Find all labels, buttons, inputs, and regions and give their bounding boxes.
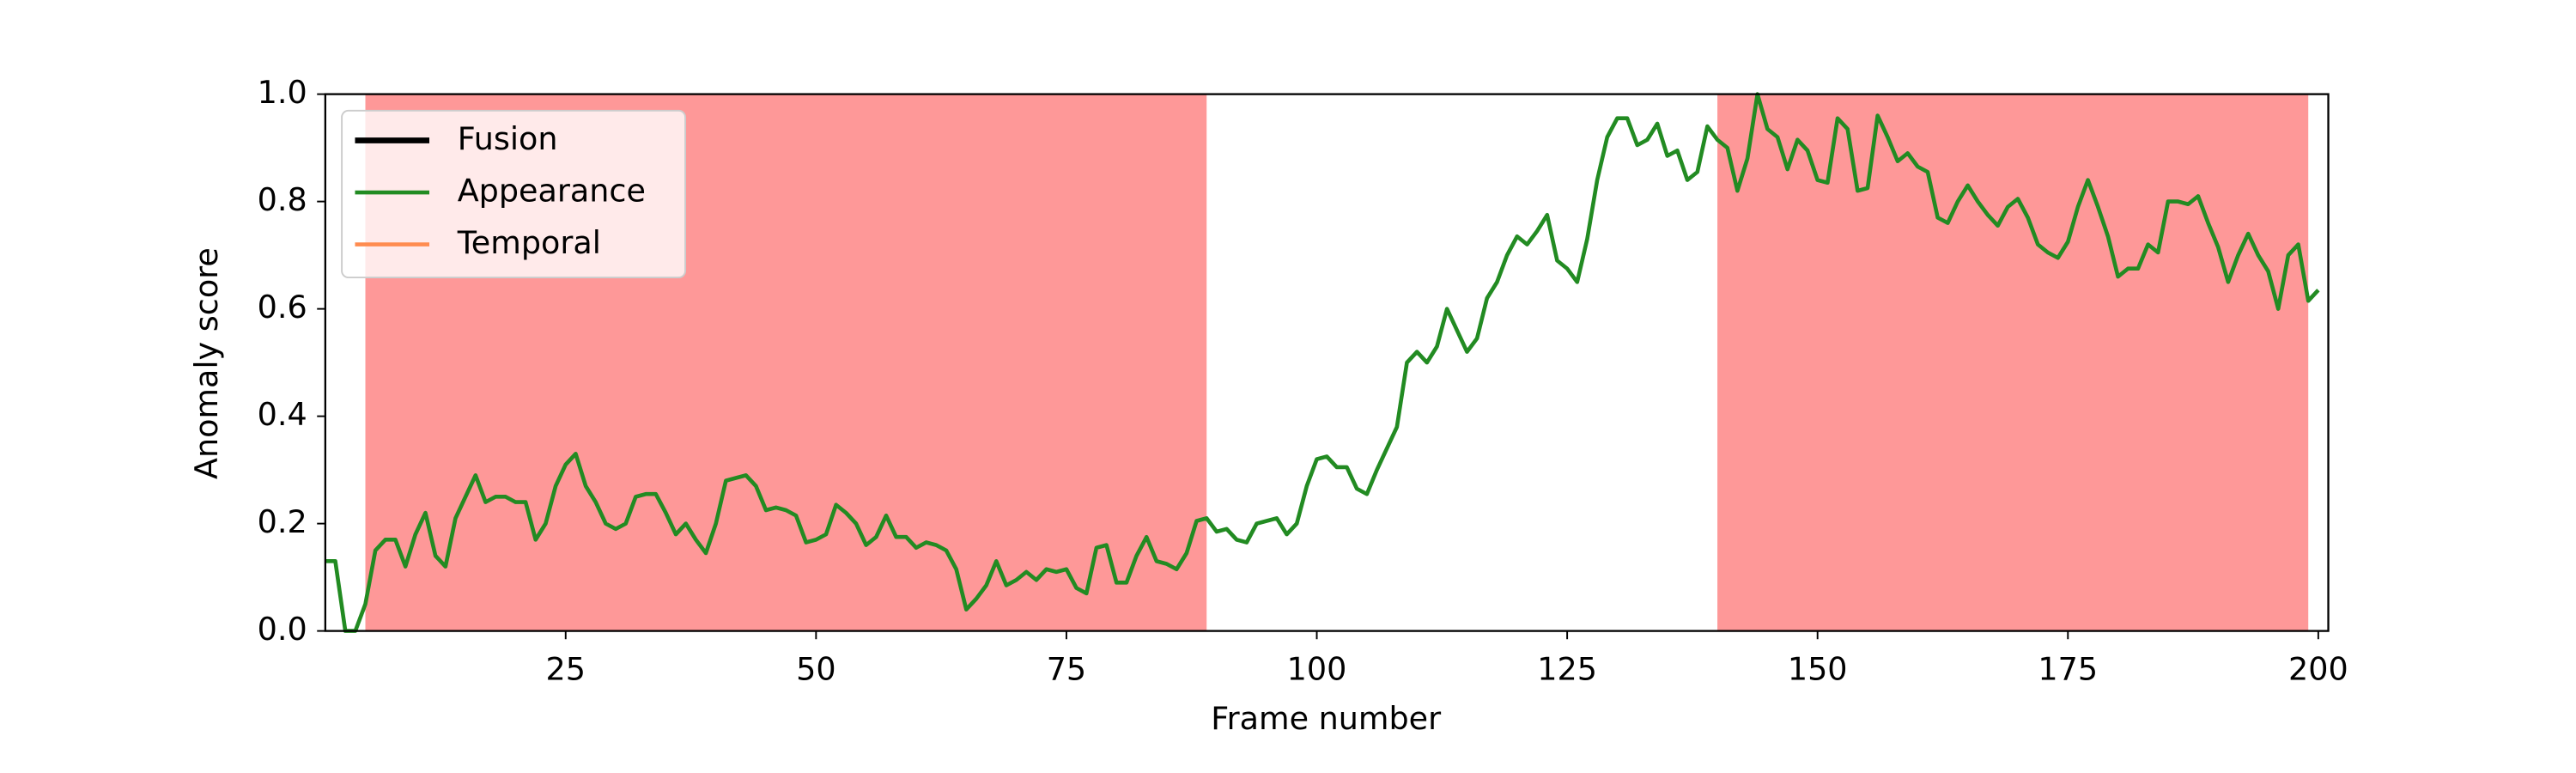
legend-box [341, 109, 687, 279]
x-tick-label: 150 [1788, 650, 1848, 687]
legend-label: Fusion [458, 120, 558, 157]
x-tick-label: 125 [1537, 650, 1597, 687]
x-axis-label: Frame number [1211, 700, 1442, 737]
y-tick-label: 1.0 [258, 74, 307, 111]
x-tick-label: 50 [796, 650, 835, 687]
y-tick-label: 0.2 [258, 503, 307, 540]
y-tick-label: 0.8 [258, 181, 307, 218]
x-tick-label: 175 [2038, 650, 2098, 687]
y-tick-label: 0.4 [258, 396, 307, 433]
plot-frame [324, 93, 2330, 632]
x-tick-label: 200 [2288, 650, 2348, 687]
legend-label: Temporal [457, 224, 601, 261]
y-axis-label: Anomaly score [188, 247, 225, 479]
y-tick-label: 0.6 [258, 289, 307, 326]
x-tick-label: 100 [1287, 650, 1347, 687]
legend: Fusion Appearance Temporal [341, 109, 687, 279]
x-tick-label: 75 [1047, 650, 1086, 687]
x-tick-label: 25 [546, 650, 586, 687]
anomaly-region [1717, 94, 2309, 631]
legend-label: Appearance [458, 173, 646, 210]
y-tick-label: 0.0 [258, 611, 307, 648]
series-line [325, 92, 2320, 633]
